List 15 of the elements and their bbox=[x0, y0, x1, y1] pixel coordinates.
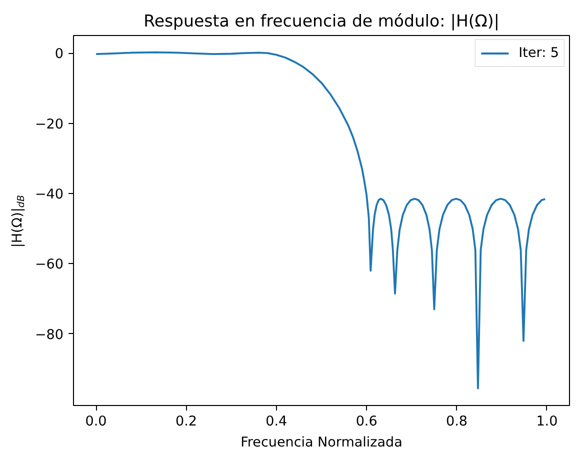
x-tick-label: 0.6 bbox=[356, 414, 378, 430]
x-tick-label: 0.0 bbox=[85, 414, 107, 430]
y-tick-label: −40 bbox=[35, 186, 64, 202]
x-tick-label: 0.4 bbox=[266, 414, 288, 430]
y-tick-label: 0 bbox=[54, 46, 64, 62]
y-tick-label: −60 bbox=[35, 256, 64, 273]
x-tick-label: 1.0 bbox=[536, 414, 558, 430]
y-axis-title: |H(Ω)|dB bbox=[10, 195, 27, 248]
y-tick-label: −80 bbox=[35, 326, 64, 343]
legend-label: Iter: 5 bbox=[518, 45, 559, 61]
x-axis-title: Frecuencia Normalizada bbox=[240, 434, 402, 450]
x-tick-label: 0.2 bbox=[175, 414, 197, 430]
chart-title: Respuesta en frecuencia de módulo: |H(Ω)| bbox=[144, 12, 500, 30]
y-tick-label: −20 bbox=[35, 116, 64, 132]
x-tick-label: 0.8 bbox=[446, 414, 468, 430]
